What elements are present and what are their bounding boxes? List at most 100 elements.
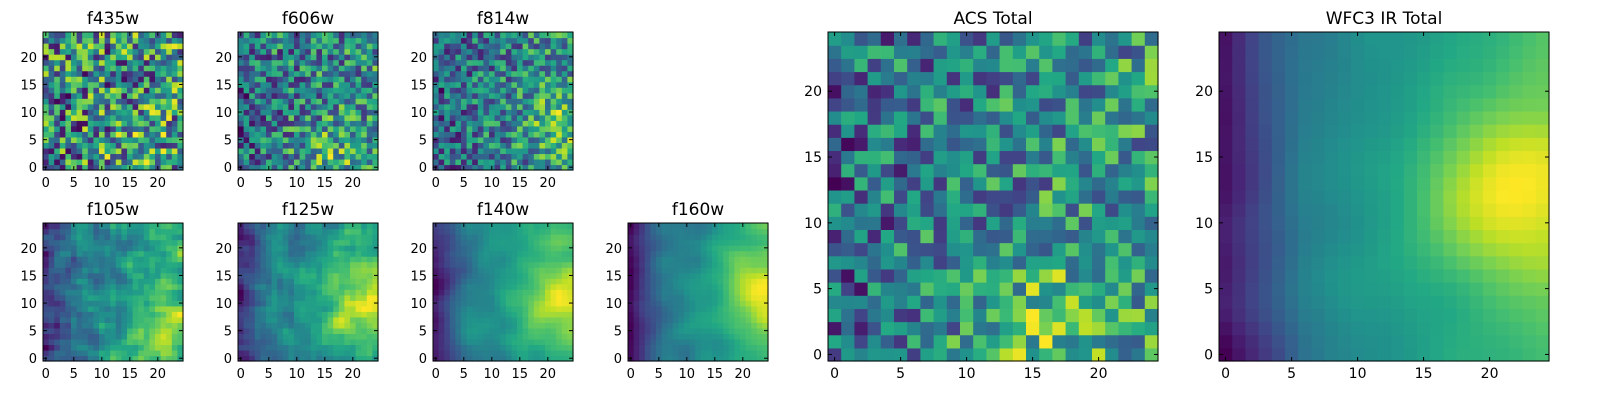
heatmap-cell — [528, 65, 535, 72]
heatmap-cell — [350, 234, 357, 241]
heatmap-cell — [550, 48, 557, 55]
heatmap-cell — [1078, 347, 1093, 362]
heatmap-cell — [282, 48, 289, 55]
heatmap-cell — [316, 114, 323, 121]
heatmap-cell — [43, 250, 50, 257]
heatmap-cell — [539, 228, 546, 235]
heatmap-cell — [99, 48, 106, 55]
heatmap-cell — [322, 267, 329, 274]
heatmap-cell — [556, 272, 563, 279]
heatmap-cell — [355, 32, 362, 39]
heatmap-cell — [115, 158, 122, 166]
heatmap-cell — [87, 147, 94, 155]
heatmap-cell — [539, 114, 546, 121]
heatmap-cell — [288, 267, 295, 274]
heatmap-cell — [556, 164, 563, 171]
heatmap-cell — [477, 283, 484, 290]
heatmap-cell — [1131, 347, 1146, 362]
heatmap-cell — [171, 48, 178, 55]
heatmap-cell — [449, 355, 456, 362]
heatmap-cell — [121, 125, 128, 132]
heatmap-cell — [1065, 229, 1080, 244]
heatmap-cell — [1144, 282, 1159, 296]
heatmap-cell — [511, 114, 518, 121]
heatmap-cell — [550, 261, 557, 268]
heatmap-cell — [505, 327, 512, 334]
heatmap-cell — [59, 142, 66, 149]
heatmap-cell — [93, 267, 100, 274]
heatmap-cell — [282, 316, 289, 323]
heatmap-cell — [841, 203, 855, 217]
heatmap-cell — [87, 283, 94, 290]
heatmap-cell — [171, 43, 178, 50]
heatmap-cell — [305, 125, 312, 132]
heatmap-cell — [449, 305, 456, 312]
heatmap-cell — [143, 98, 150, 105]
heatmap-cell — [444, 142, 451, 149]
heatmap-cell — [355, 87, 362, 94]
heatmap-cell — [155, 59, 162, 66]
heatmap-cell — [740, 294, 747, 301]
heatmap-cell — [310, 272, 317, 279]
heatmap-cell — [438, 142, 445, 149]
heatmap-cell — [920, 347, 935, 362]
heatmap-cell — [305, 48, 312, 55]
heatmap-cell — [366, 223, 373, 230]
heatmap-cell — [700, 322, 707, 329]
heatmap-cell — [511, 76, 518, 83]
heatmap-cell — [59, 311, 66, 318]
heatmap-cell — [550, 239, 557, 246]
heatmap-cell — [920, 268, 935, 283]
heatmap-cell — [48, 114, 55, 121]
heatmap-cell — [867, 334, 882, 349]
heatmap-cell — [48, 311, 55, 318]
heatmap-cell — [500, 142, 507, 149]
heatmap-cell — [294, 261, 301, 268]
heatmap-cell — [260, 278, 267, 285]
heatmap-cell — [517, 98, 524, 105]
heatmap-cell — [650, 316, 657, 323]
heatmap-cell — [361, 142, 368, 149]
heatmap-cell — [344, 114, 351, 121]
heatmap-cell — [277, 136, 284, 143]
heatmap-cell — [522, 70, 529, 77]
heatmap-cell — [449, 59, 456, 66]
heatmap-cell — [71, 43, 78, 50]
heatmap-cell — [271, 114, 278, 121]
heatmap-cell — [1092, 163, 1106, 178]
heatmap-cell — [489, 120, 496, 127]
heatmap-cell — [880, 334, 895, 349]
heatmap-cell — [561, 267, 568, 274]
heatmap-cell — [678, 278, 685, 285]
x-tick-label: 0 — [42, 367, 50, 382]
heatmap-cell — [355, 48, 362, 55]
heatmap-cell — [310, 283, 317, 290]
heatmap-cell — [894, 163, 908, 178]
heatmap-cell — [999, 321, 1014, 336]
heatmap-cell — [505, 120, 512, 127]
heatmap-cell — [333, 32, 340, 39]
heatmap-cell — [99, 322, 106, 329]
heatmap-cell — [87, 65, 94, 72]
heatmap-cell — [282, 355, 289, 362]
heatmap-cell — [999, 216, 1014, 230]
heatmap-cell — [344, 311, 351, 318]
heatmap-cell — [355, 344, 362, 351]
heatmap-cell — [723, 289, 730, 296]
heatmap-cell — [466, 125, 473, 132]
heatmap-cell — [93, 228, 100, 235]
heatmap-cell — [277, 344, 284, 351]
heatmap-cell — [444, 48, 451, 55]
heatmap-cell — [54, 239, 61, 246]
heatmap-cell — [294, 125, 301, 132]
heatmap-cell — [266, 311, 273, 318]
heatmap-cell — [907, 308, 921, 323]
heatmap-cell — [656, 338, 663, 346]
heatmap-cell — [160, 109, 167, 116]
heatmap-cell — [449, 278, 456, 285]
heatmap-cell — [271, 48, 278, 55]
heatmap-cell — [299, 136, 306, 143]
heatmap-cell — [372, 311, 379, 318]
heatmap-cell — [717, 283, 724, 290]
heatmap-cell — [528, 109, 535, 116]
